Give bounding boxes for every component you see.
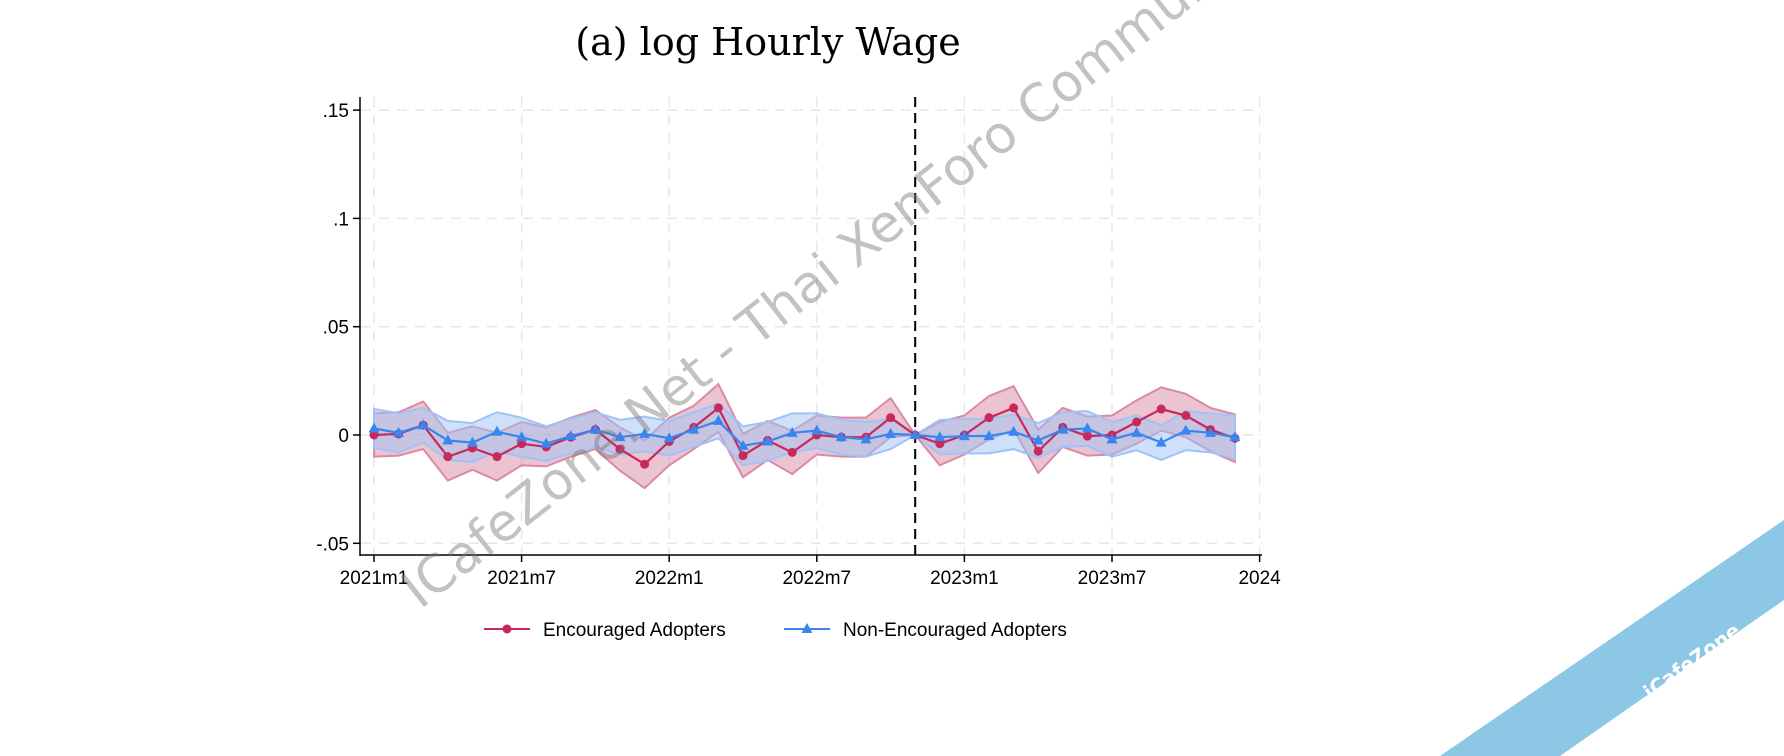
data-point-encouraged [1009, 403, 1019, 413]
y-tick-label: 0 [338, 426, 349, 447]
data-point-non-encouraged [368, 422, 380, 433]
data-point-non-encouraged [885, 427, 897, 438]
data-point-non-encouraged [1032, 434, 1044, 445]
x-tick-label: 2021m7 [487, 568, 556, 589]
x-tick-label: 2023m7 [1078, 568, 1147, 589]
x-tick-label: 2021m1 [340, 568, 409, 589]
data-point-non-encouraged [786, 426, 798, 437]
data-point-non-encouraged [958, 430, 970, 441]
grid [361, 97, 1262, 555]
watermark: ICafeZone.Net - Thai XenForo Community [391, 0, 1280, 620]
data-point-non-encouraged [516, 431, 528, 442]
data-point-encouraged [640, 459, 650, 469]
chart-title: (a) log Hourly Wage [575, 20, 961, 64]
data-point-encouraged [615, 444, 625, 454]
x-tick-label: 2022m7 [782, 568, 851, 589]
data-point-encouraged [1156, 404, 1166, 414]
legend-label: Non-Encouraged Adopters [843, 620, 1067, 641]
data-point-non-encouraged [811, 424, 823, 435]
data-point-encouraged [984, 413, 994, 423]
x-tick-label: 2023m1 [930, 568, 999, 589]
data-point-non-encouraged [639, 427, 651, 438]
data-point-non-encouraged [909, 429, 921, 439]
data-point-encouraged [369, 430, 379, 440]
data-point-non-encouraged [712, 414, 724, 425]
corner-banner: iCafeZone [1440, 520, 1784, 756]
x-tick-label: 2024 [1238, 568, 1281, 589]
data-point-non-encouraged [540, 437, 552, 448]
data-point-non-encouraged [466, 436, 478, 447]
data-point-non-encouraged [860, 433, 872, 444]
data-point-non-encouraged [663, 432, 675, 443]
y-tick-label: .05 [323, 318, 349, 339]
data-point-encouraged [517, 439, 527, 449]
data-point-non-encouraged [688, 423, 700, 434]
data-point-non-encouraged [737, 439, 749, 450]
data-point-non-encouraged [762, 435, 774, 446]
data-point-encouraged [1181, 411, 1191, 421]
data-point-encouraged [1132, 417, 1142, 427]
data-point-encouraged [886, 413, 896, 423]
data-point-non-encouraged [565, 430, 577, 441]
data-point-encouraged [492, 452, 502, 462]
legend-label: Encouraged Adopters [543, 620, 726, 641]
data-point-non-encouraged [1008, 425, 1020, 436]
data-point-non-encouraged [1106, 433, 1118, 444]
y-tick-label: -.05 [316, 534, 349, 555]
axes: -.05 0 .05 .1 .15 2021m1 2021m7 2022m1 2022m7 202… [316, 97, 1281, 589]
legend-marker [801, 623, 813, 633]
data-point-non-encouraged [442, 434, 454, 445]
data-point-encouraged [787, 447, 797, 457]
data-point-non-encouraged [1229, 431, 1241, 442]
x-tick-label: 2022m1 [635, 568, 704, 589]
data-point-encouraged [713, 403, 723, 413]
data-point-non-encouraged [1057, 423, 1069, 434]
data-point-non-encouraged [589, 423, 601, 434]
data-point-encouraged [443, 452, 453, 462]
data-point-non-encouraged [1131, 426, 1143, 437]
series-lines [368, 403, 1241, 469]
data-point-non-encouraged [1204, 426, 1216, 437]
legend-marker [502, 624, 512, 634]
data-point-non-encouraged [614, 431, 626, 442]
data-point-non-encouraged [983, 430, 995, 441]
data-point-non-encouraged [417, 419, 429, 430]
data-point-encouraged [1033, 446, 1043, 456]
data-point-non-encouraged [1180, 424, 1192, 435]
data-point-encouraged [738, 451, 748, 461]
data-point-non-encouraged [835, 431, 847, 442]
data-point-non-encouraged [393, 426, 405, 437]
data-point-non-encouraged [1155, 436, 1167, 447]
y-tick-label: .1 [333, 209, 349, 230]
data-point-encouraged [935, 439, 945, 449]
legend: Encouraged Adopters Non-Encouraged Adopte… [484, 620, 1067, 641]
data-point-non-encouraged [934, 431, 946, 442]
y-tick-label: .15 [323, 101, 349, 122]
data-point-non-encouraged [1081, 422, 1093, 433]
data-point-encouraged [1082, 431, 1092, 441]
data-point-non-encouraged [491, 425, 503, 436]
